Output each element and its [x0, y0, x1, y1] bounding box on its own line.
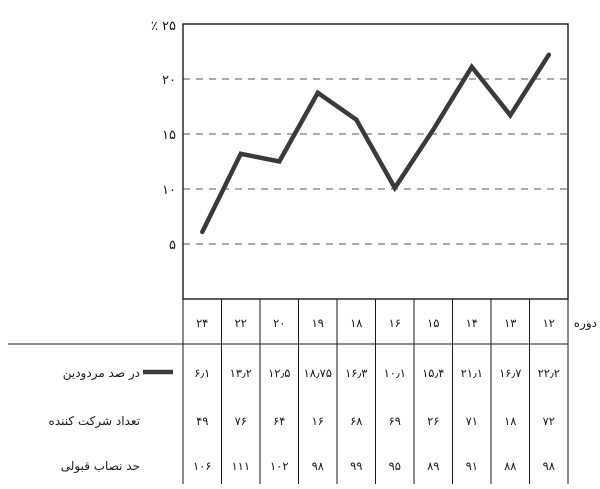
x-tick-label: ۱۵ — [427, 316, 439, 330]
table-cell: ۶۹ — [389, 414, 401, 428]
y-tick-labels: ۵ ۱۰ ۱۵ ۲۰ — [162, 73, 176, 253]
table-cell: ۱۸ — [504, 414, 516, 428]
x-tick-label: ۲۰ — [273, 316, 285, 330]
table-cell: ۶۸ — [350, 414, 362, 428]
legend-label: در صد مردودین — [63, 366, 140, 381]
y-tick-label: ۱۰ — [162, 183, 176, 198]
table-cell: ۱۶ — [312, 414, 324, 428]
data-label: ۶٫۱ — [194, 366, 210, 380]
y-unit-label: ٪ ۲۵ — [151, 19, 176, 34]
data-label: ۱۳٫۲ — [230, 366, 252, 380]
y-tick-label: ۵ — [169, 238, 176, 253]
data-label: ۱۲٫۵ — [268, 366, 290, 380]
table-cell: ۷۶ — [235, 414, 247, 428]
table-row-label: حد نصاب قبولی — [61, 459, 140, 474]
x-tick-label: ۱۳ — [504, 316, 516, 330]
table-cell: ۶۴ — [273, 414, 285, 428]
table-cell: ۲۶ — [427, 414, 439, 428]
table-cell: ۴۹ — [196, 414, 208, 428]
series-layer — [200, 52, 552, 235]
data-label: ۱۸٫۷۵ — [304, 366, 332, 380]
table-cell: ۹۵ — [389, 459, 401, 473]
y-tick-label: ۱۵ — [162, 128, 176, 143]
table-cell: ۹۸ — [543, 459, 555, 473]
x-tick-label: ۲۲ — [235, 316, 247, 330]
x-tick-label: ۱۲ — [543, 316, 555, 330]
table-cell: ۷۲ — [543, 414, 555, 428]
x-tick-label: ۱۴ — [466, 316, 478, 330]
table-cell: ۷۱ — [466, 414, 478, 428]
data-label: ۱۶٫۳ — [345, 366, 367, 380]
x-tick-label: ۱۸ — [350, 316, 362, 330]
table-cell: ۹۹ — [350, 459, 362, 473]
data-label: ۱۵٫۴ — [422, 366, 444, 380]
table-cell: ۱۰۶ — [193, 459, 212, 473]
data-label: ۲۲٫۲ — [538, 366, 560, 380]
x-tick-label: ۱۹ — [312, 316, 324, 330]
table-cell: ۸۹ — [427, 459, 439, 473]
data-label: ۲۱٫۱ — [461, 366, 483, 380]
y-tick-label: ۲۰ — [162, 73, 176, 88]
table-cell: ۸۸ — [504, 459, 516, 473]
table-cell: ۹۸ — [312, 459, 324, 473]
x-tick-label: ۲۴ — [196, 316, 208, 330]
series-line — [200, 52, 552, 235]
table-row-label: تعداد شرکت کننده — [49, 414, 140, 429]
x-axis-label: دوره — [574, 316, 597, 331]
data-label: ۱۶٫۷ — [499, 366, 521, 380]
x-tick-label: ۱۶ — [389, 316, 401, 330]
table-cell: ۹۱ — [466, 459, 478, 473]
table-cell: ۱۰۲ — [270, 459, 289, 473]
table-cell: ۱۱۱ — [231, 459, 250, 473]
data-table: ۱۲ ۱۳ ۱۴ ۱۵ ۱۶ ۱۸ ۱۹ ۲۰ ۲۲ ۲۴ دوره ۲۲٫۲ ۱۶٫۷ ۲۱٫۱ ۱۵٫۴… — [8, 24, 597, 484]
data-label: ۱۰٫۱ — [384, 366, 406, 380]
